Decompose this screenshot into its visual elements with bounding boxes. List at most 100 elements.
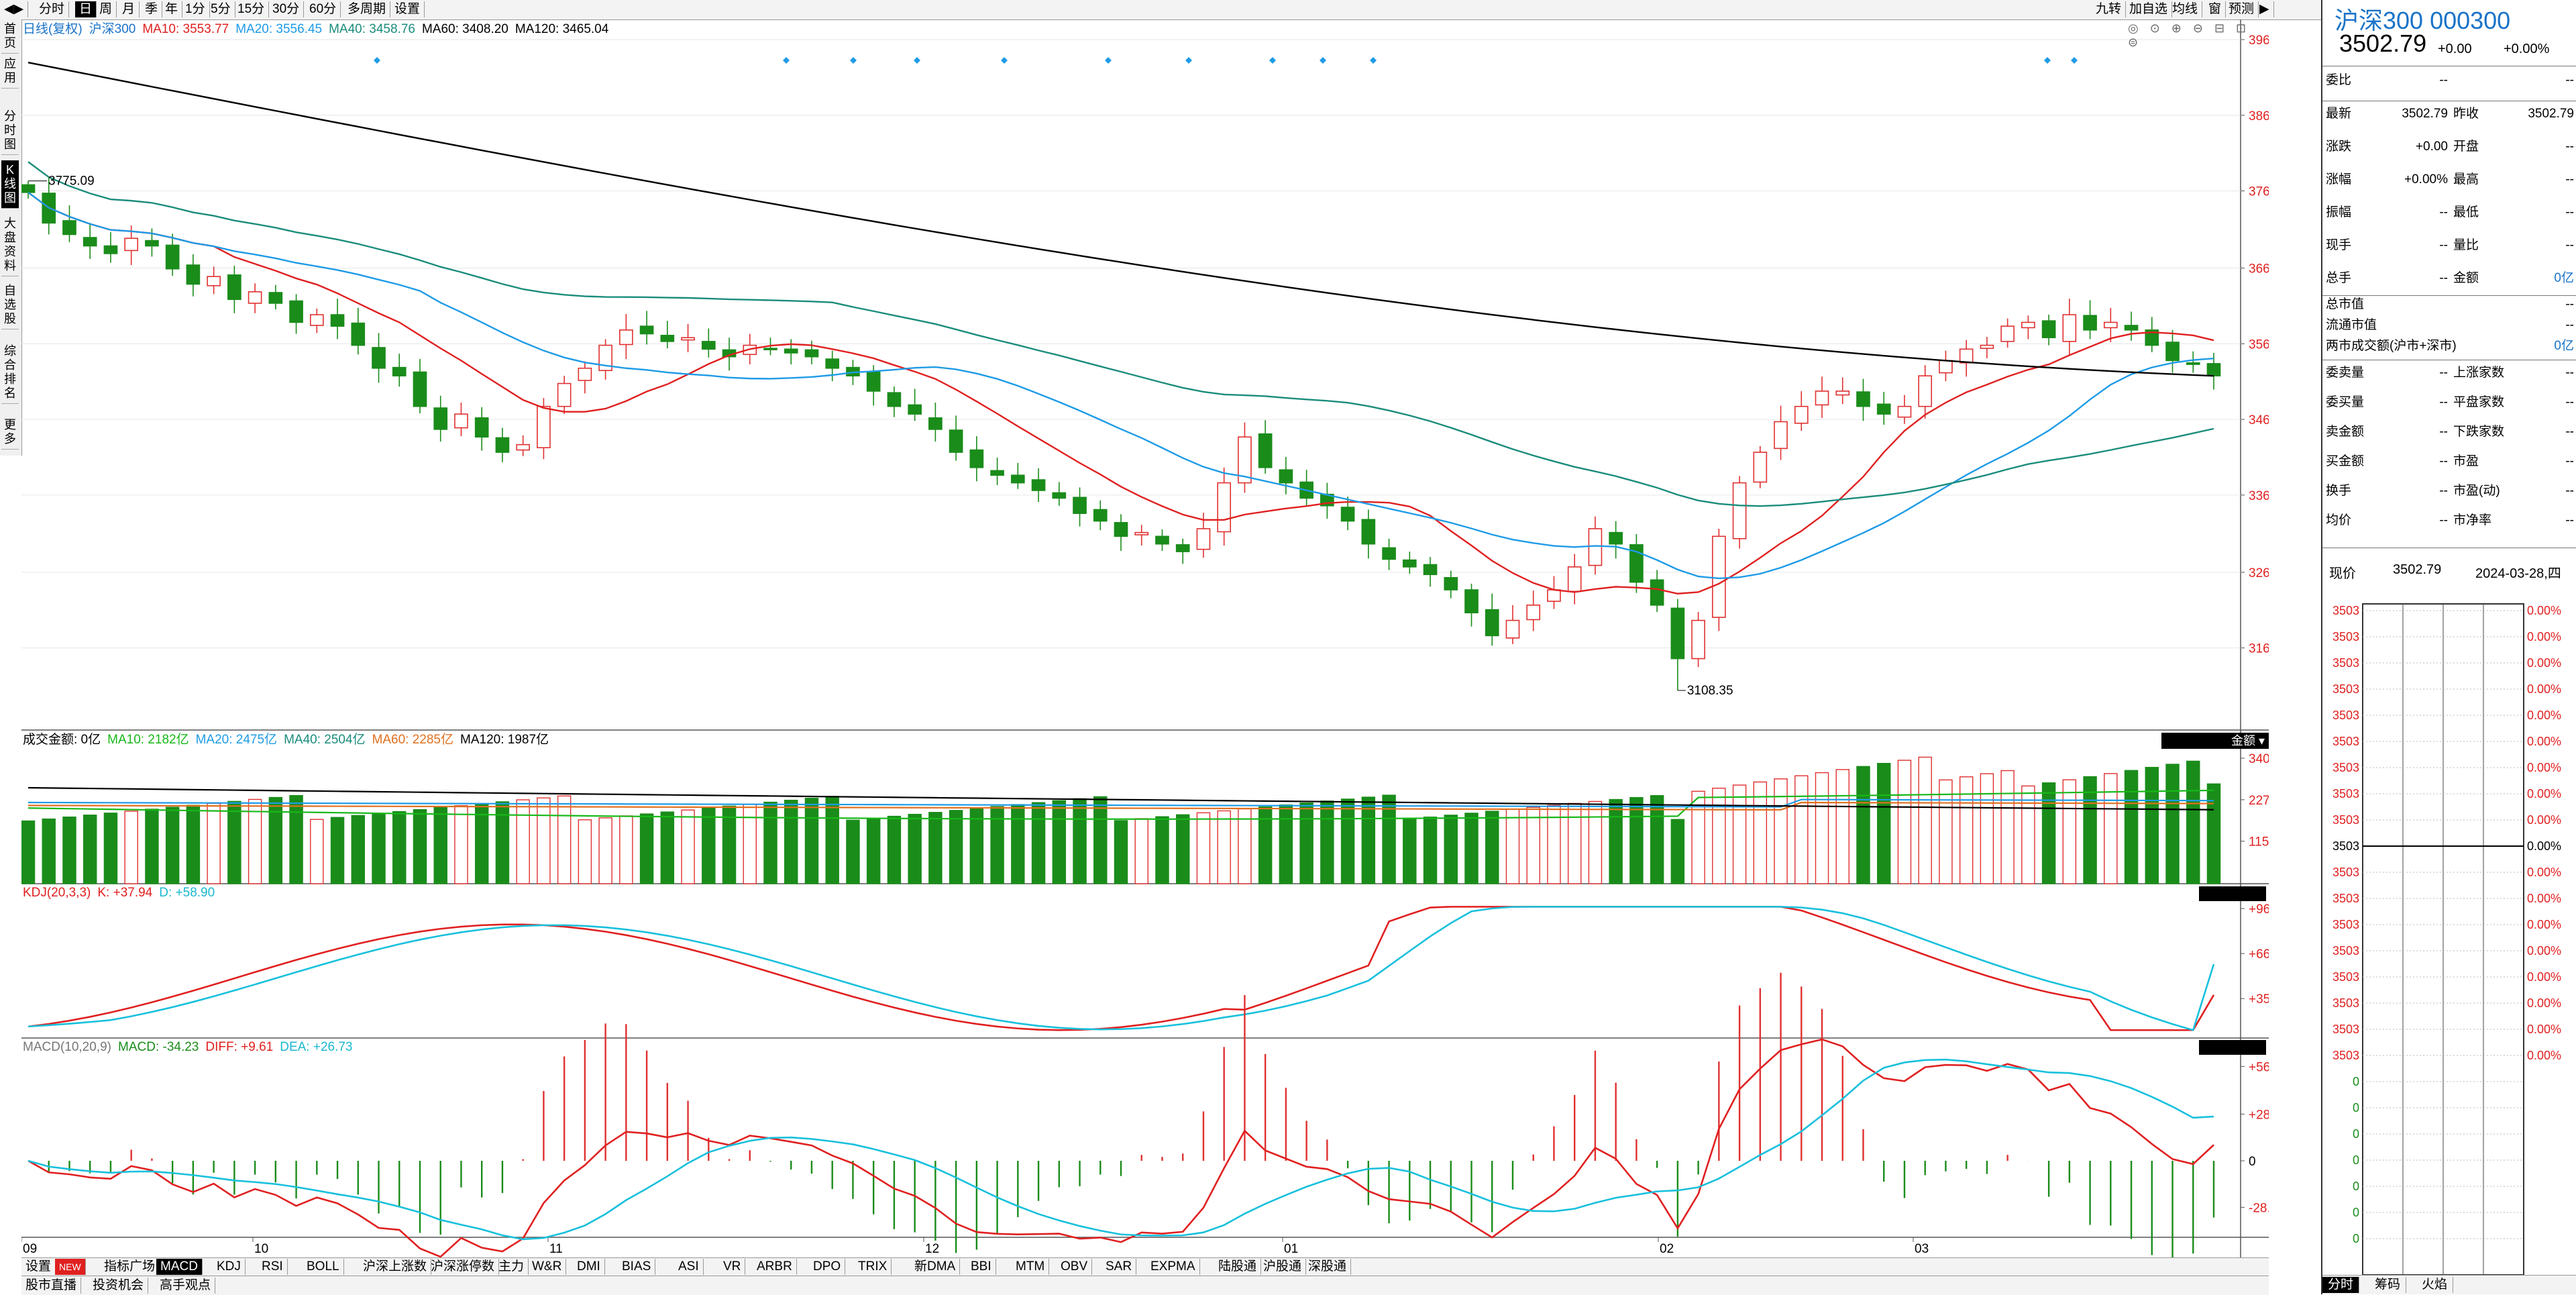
candle-body[interactable]: [908, 404, 922, 415]
candle-body[interactable]: [372, 347, 386, 369]
candle-body[interactable]: [1876, 403, 1891, 415]
candle-body[interactable]: [1093, 509, 1108, 522]
candle-body[interactable]: [495, 437, 510, 453]
signal-marker[interactable]: [783, 57, 790, 64]
candle-body[interactable]: [309, 314, 324, 326]
period-tab-5min[interactable]: 5分: [207, 1, 235, 17]
candle-body[interactable]: [804, 349, 819, 358]
indicator-tab-24[interactable]: 陆股通: [1214, 1259, 1262, 1275]
indicator-tab-19[interactable]: BBI: [967, 1259, 996, 1275]
nav-tab-market-info[interactable]: 大盘资料: [1, 214, 19, 276]
live-tab[interactable]: 股市直播: [21, 1278, 82, 1294]
candle-body[interactable]: [2000, 325, 2015, 342]
indicator-tab-18[interactable]: 新DMA: [910, 1259, 961, 1275]
settings-tab[interactable]: 设置: [390, 1, 425, 17]
signal-marker[interactable]: [2044, 57, 2051, 64]
candle-body[interactable]: [681, 337, 695, 341]
candle-body[interactable]: [1485, 609, 1499, 637]
panel-tab-chips[interactable]: 筹码: [2369, 1277, 2407, 1293]
signal-marker[interactable]: [1185, 57, 1192, 64]
candle-body[interactable]: [1155, 535, 1169, 545]
candle-body[interactable]: [1279, 469, 1293, 484]
candle-body[interactable]: [1939, 360, 1953, 374]
candle-body[interactable]: [1526, 605, 1541, 621]
signal-marker[interactable]: [1370, 57, 1377, 64]
indicator-tab-22[interactable]: SAR: [1102, 1259, 1137, 1275]
candle-body[interactable]: [1609, 531, 1623, 545]
candle-body[interactable]: [866, 371, 881, 392]
candle-body[interactable]: [928, 417, 943, 430]
candle-body[interactable]: [1670, 607, 1685, 660]
candle-body[interactable]: [1567, 566, 1582, 592]
nav-tab-watchlist[interactable]: 自选股: [1, 281, 19, 329]
candle-body[interactable]: [516, 444, 530, 451]
candle-body[interactable]: [1691, 619, 1705, 660]
candle-body[interactable]: [1835, 391, 1850, 396]
candle-body[interactable]: [1402, 559, 1417, 568]
nav-tab-home[interactable]: 首页: [1, 19, 19, 54]
forecast-button[interactable]: 预测: [2224, 1, 2259, 17]
signal-marker[interactable]: [374, 57, 380, 64]
macd-param-button[interactable]: [2199, 1040, 2266, 1055]
candle-body[interactable]: [2165, 342, 2180, 362]
candle-body[interactable]: [1897, 405, 1912, 418]
chart-area[interactable]: 3960386137623661356234633364326331640910…: [21, 19, 2288, 1266]
candle-body[interactable]: [1196, 528, 1211, 550]
volume-type-dropdown[interactable]: 金额 ▾: [2161, 733, 2269, 749]
candle-body[interactable]: [1815, 391, 1829, 406]
signal-marker[interactable]: [914, 57, 920, 64]
candle-body[interactable]: [1114, 522, 1128, 537]
signal-marker[interactable]: [1001, 57, 1008, 64]
candle-body[interactable]: [1423, 564, 1438, 576]
candle-body[interactable]: [1217, 482, 1232, 533]
candle-body[interactable]: [578, 367, 592, 381]
indicator-tab-1[interactable]: NEW: [55, 1259, 86, 1275]
candle-body[interactable]: [1444, 577, 1458, 590]
indicator-tab-8[interactable]: 沪深涨停数: [427, 1259, 500, 1275]
candle-body[interactable]: [1774, 421, 1788, 450]
candle-body[interactable]: [1650, 579, 1664, 606]
window-button[interactable]: 窗: [2204, 1, 2226, 17]
candle-body[interactable]: [392, 366, 407, 376]
indicator-tab-2[interactable]: 指标广场: [100, 1259, 160, 1275]
candle-body[interactable]: [639, 325, 654, 335]
candle-body[interactable]: [1010, 474, 1025, 484]
opportunity-tab[interactable]: 投资机会: [89, 1278, 149, 1294]
chart-tool-icons[interactable]: ◎ ⊙ ⊕ ⊖ ⊟ ⊡ ⊜: [2128, 21, 2251, 49]
candle-body[interactable]: [124, 238, 139, 252]
candle-body[interactable]: [1588, 528, 1603, 566]
candle-body[interactable]: [227, 274, 241, 301]
indicator-tab-14[interactable]: VR: [719, 1259, 746, 1275]
candle-body[interactable]: [2103, 321, 2118, 329]
candle-body[interactable]: [1505, 619, 1520, 639]
indicator-tab-25[interactable]: 沪股通: [1259, 1259, 1307, 1275]
candle-body[interactable]: [1918, 375, 1933, 407]
period-tab-month[interactable]: 月: [118, 1, 140, 17]
candle-body[interactable]: [887, 392, 902, 407]
candle-body[interactable]: [83, 237, 97, 247]
chart-svg[interactable]: 3960386137623661356234633364326331640910…: [21, 19, 2288, 1266]
add-watchlist-button[interactable]: 加自选: [2125, 1, 2173, 17]
nav-tab-kline[interactable]: K线图: [1, 160, 19, 209]
candle-body[interactable]: [784, 348, 798, 354]
indicator-tab-5[interactable]: RSI: [258, 1259, 288, 1275]
candle-body[interactable]: [701, 341, 716, 350]
indicator-tab-26[interactable]: 深股通: [1304, 1259, 1352, 1275]
candle-body[interactable]: [1134, 531, 1149, 535]
period-tab-fenshi[interactable]: 分时: [35, 1, 70, 17]
candle-body[interactable]: [351, 322, 366, 346]
kdj-param-button[interactable]: [2199, 886, 2266, 901]
candle-body[interactable]: [557, 382, 572, 407]
indicator-tab-6[interactable]: BOLL: [303, 1259, 344, 1275]
signal-marker[interactable]: [1320, 57, 1326, 64]
candle-body[interactable]: [145, 240, 159, 247]
period-tab-15min[interactable]: 15分: [233, 1, 270, 17]
indicator-tab-9[interactable]: 主力: [494, 1259, 529, 1275]
candle-body[interactable]: [1052, 492, 1067, 499]
panel-tab-flame[interactable]: 火焰: [2416, 1277, 2454, 1293]
indicator-tab-10[interactable]: W&R: [528, 1259, 567, 1275]
candle-body[interactable]: [330, 314, 345, 327]
candle-body[interactable]: [165, 244, 180, 270]
nav-tab-apps[interactable]: 应用: [1, 54, 19, 89]
candle-body[interactable]: [763, 348, 777, 350]
